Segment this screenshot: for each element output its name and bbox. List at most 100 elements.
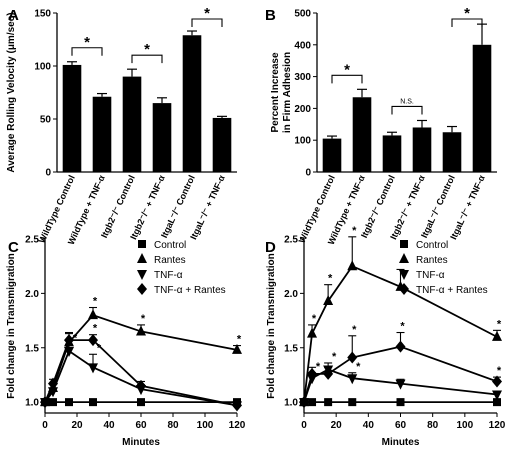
- marker-D-3-4: [395, 340, 406, 353]
- significance-label-A-1: *: [144, 41, 150, 58]
- marker-C-1-3: [88, 309, 98, 320]
- y-tick-label-A: 100: [34, 62, 51, 73]
- series-line-C-3: [44, 339, 238, 407]
- significance-label-B-0: *: [344, 61, 350, 78]
- bar-B-3: [412, 127, 432, 172]
- panel-label-D: D: [265, 239, 276, 256]
- significance-label-B-2: *: [464, 5, 470, 22]
- y-tick-label-C: 1.5: [25, 343, 39, 354]
- y-axis-label-D: Fold change in Transmigration: [266, 253, 277, 399]
- y-tick-label-D: 2.5: [284, 235, 298, 246]
- bar-B-2: [382, 135, 402, 172]
- legend-marker-C-1: [137, 253, 147, 263]
- y-axis-label-C: Fold change in Transmigration: [6, 253, 17, 399]
- x-tick-label-D: 40: [363, 420, 375, 431]
- marker-D-1-1: [307, 327, 318, 338]
- significance-star-D-1-5: *: [497, 318, 502, 330]
- bar-A-0: [62, 64, 82, 172]
- x-tick-label-D: 20: [331, 420, 343, 431]
- marker-C-3-0: [40, 396, 50, 409]
- y-tick-label-B: 200: [294, 104, 311, 115]
- marker-C-0-3: [89, 398, 97, 407]
- series-line-D-2: [303, 368, 498, 403]
- significance-star-C-1-3: *: [93, 296, 98, 308]
- legend-marker-C-3: [137, 283, 147, 295]
- legend-label-D-2: TNF-α: [416, 270, 445, 281]
- x-tick-label-C: 120: [229, 420, 246, 431]
- y-axis-label-A: Average Rolling Velocity (μm/sec): [6, 12, 17, 172]
- legend-marker-D-3: [399, 283, 409, 295]
- y-tick-label-D: 1.5: [284, 343, 298, 354]
- significance-label-A-0: *: [84, 34, 90, 51]
- marker-C-3-2: [64, 334, 74, 347]
- x-tick-label-D: 100: [456, 420, 473, 431]
- y-tick-label-C: 1.0: [25, 398, 39, 409]
- marker-C-0-2: [65, 398, 73, 407]
- x-tick-label-C: 40: [103, 420, 115, 431]
- x-axis-label-D: Minutes: [382, 437, 420, 448]
- significance-bracket-B-1: [391, 105, 423, 115]
- panel-label-B: B: [265, 7, 276, 24]
- x-tick-label-D: 60: [395, 420, 407, 431]
- y-tick-label-A: 150: [34, 9, 51, 20]
- marker-D-0-4: [396, 398, 405, 407]
- y-tick-label-D: 1.0: [284, 398, 298, 409]
- significance-bracket-A-0: [71, 47, 103, 56]
- significance-star-D-3-5: *: [497, 365, 502, 377]
- marker-D-1-2: [323, 294, 334, 305]
- marker-C-1-5: [232, 343, 242, 354]
- y-tick-label-D: 2.0: [284, 289, 298, 300]
- y-tick-label-B: 0: [305, 168, 311, 179]
- significance-bracket-A-1: [131, 54, 163, 64]
- significance-star-D-2-2: *: [332, 351, 337, 363]
- legend-label-C-0: Control: [154, 240, 186, 251]
- marker-D-1-5: [492, 330, 502, 341]
- bar-A-5: [212, 117, 232, 172]
- y-tick-label-B: 500: [294, 9, 311, 20]
- marker-D-0-1: [308, 398, 317, 407]
- series-line-C-2: [44, 349, 238, 407]
- marker-D-0-5: [493, 398, 501, 407]
- significance-star-D-2-1: *: [316, 361, 321, 373]
- marker-D-2-3: [347, 374, 358, 385]
- marker-D-3-2: [323, 367, 334, 380]
- x-tick-label-C: 100: [197, 420, 214, 431]
- marker-C-3-5: [232, 399, 242, 412]
- significance-star-D-3-4: *: [400, 321, 405, 333]
- x-tick-label-C: 60: [135, 420, 147, 431]
- bar-B-4: [442, 132, 462, 172]
- marker-D-0-2: [324, 398, 333, 407]
- y-tick-label-B: 100: [294, 136, 311, 147]
- marker-D-3-1: [307, 367, 318, 380]
- significance-bracket-A-2: [191, 18, 223, 27]
- legend-label-D-3: TNF-α + Rantes: [416, 285, 488, 296]
- marker-C-2-3: [88, 363, 98, 374]
- significance-star-D-1-2: *: [328, 273, 333, 285]
- significance-bracket-B-0: [331, 74, 363, 84]
- bar-A-1: [92, 96, 112, 172]
- y-tick-label-B: 400: [294, 40, 311, 51]
- series-line-D-3: [303, 345, 498, 403]
- y-tick-label-A: 0: [45, 168, 51, 179]
- series-line-D-1: [303, 265, 498, 403]
- legend-label-D-1: Rantes: [416, 255, 448, 266]
- bar-A-3: [152, 103, 172, 172]
- y-axis-label-B: Percent Increase: [270, 52, 281, 132]
- legend-label-C-1: Rantes: [154, 255, 186, 266]
- significance-bracket-B-2: [451, 18, 483, 27]
- bar-B-0: [322, 138, 342, 172]
- x-tick-label-D: 0: [301, 420, 307, 431]
- y-tick-label-C: 2.0: [25, 289, 39, 300]
- y-tick-label-C: 2.5: [25, 235, 39, 246]
- significance-label-A-2: *: [204, 5, 210, 22]
- x-axis-label-C: Minutes: [122, 437, 160, 448]
- x-tick-label-C: 80: [167, 420, 179, 431]
- y-tick-label-A: 50: [40, 115, 52, 126]
- significance-star-C-2-3: *: [97, 342, 102, 354]
- legend-marker-D-0: [400, 240, 408, 248]
- y-tick-label-B: 300: [294, 72, 311, 83]
- significance-star-C-1-4: *: [141, 313, 146, 325]
- marker-C-1-4: [136, 325, 146, 336]
- legend-marker-D-2: [399, 270, 409, 280]
